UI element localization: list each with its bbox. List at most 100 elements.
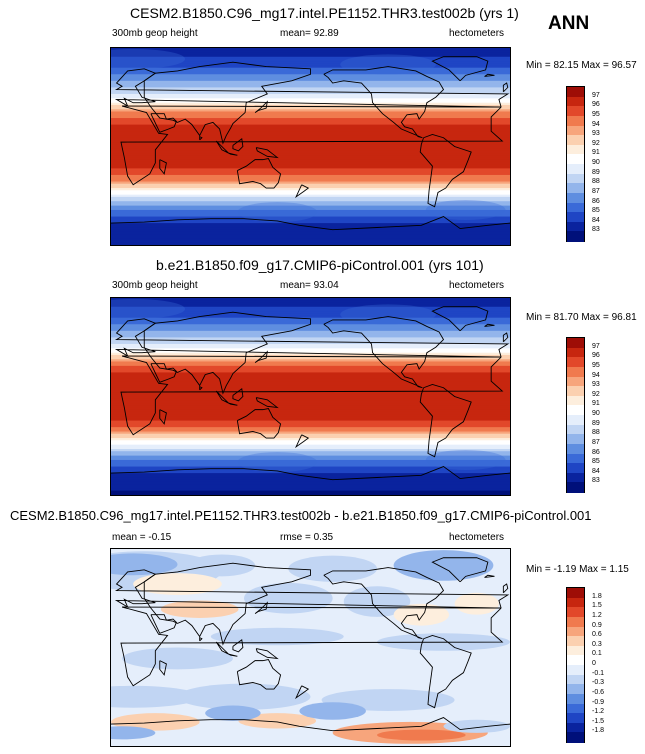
panel2-colorbar-tick-label: 89	[592, 419, 600, 427]
panel1-colorbar-cell	[567, 125, 584, 136]
panel1-band	[111, 220, 510, 224]
panel2-band	[111, 306, 510, 310]
panel3-anomaly	[210, 627, 344, 646]
panel2-coastline	[294, 434, 310, 449]
panel2-coastline	[150, 363, 177, 383]
panel3-anomaly	[111, 553, 178, 576]
panel3-coastline	[419, 634, 472, 709]
panel1-coastline	[502, 82, 509, 93]
panel3-colorbar-tick-label: 1.5	[592, 602, 602, 610]
panel2-band	[111, 333, 510, 336]
panel2-colorbar-cell	[567, 443, 584, 454]
panel1-band	[111, 83, 510, 86]
panel2-coastline	[236, 408, 282, 439]
panel1-band	[111, 124, 510, 128]
panel2-colorbar-tick-label: 92	[592, 390, 600, 398]
panel2-band	[111, 433, 510, 437]
panel2-trough	[340, 304, 436, 325]
panel2-band	[111, 422, 510, 426]
panel2-coastline	[159, 409, 167, 425]
panel2-band	[111, 435, 510, 439]
panel3-anomaly	[266, 652, 400, 686]
panel1-coastline	[199, 135, 203, 141]
panel1-band	[111, 50, 510, 53]
panel1-band	[111, 216, 510, 220]
panel1-band	[111, 96, 510, 99]
panel1-colorbar-cell	[567, 87, 584, 98]
panel2-coastline	[419, 383, 472, 458]
panel3-colorbar-tick-label: -1.2	[592, 708, 605, 716]
panel3-colorbar-tick-label: 1.2	[592, 611, 602, 619]
panel2-band	[111, 416, 510, 419]
panel3-anomaly	[454, 592, 499, 615]
panel1-band	[111, 76, 510, 80]
panel2-coastline	[254, 350, 268, 363]
panel2-band	[111, 440, 510, 444]
panel1-band	[111, 126, 510, 130]
panel2-band	[111, 330, 510, 334]
panel2-band	[111, 372, 510, 376]
panel2-colorbar-tick-label: 87	[592, 438, 600, 446]
panel2-coastline	[502, 332, 509, 343]
panel1-band	[111, 183, 510, 187]
panel3-colorbar-cell	[567, 665, 584, 676]
panel1-colorbar: 97 96 95 94 93 92 91 90 89 88 87 86 85 84 83	[566, 86, 600, 242]
panel3-coastline	[215, 641, 229, 655]
panel1-band	[111, 190, 510, 194]
panel1-band	[111, 78, 510, 82]
panel1-colorbar-tick-label: 83	[592, 226, 600, 234]
panel1-band	[111, 209, 510, 213]
panel1-band	[111, 87, 510, 91]
panel2-band	[111, 451, 510, 455]
panel3-anomaly	[443, 719, 510, 733]
panel2-band	[111, 449, 510, 452]
panel2-band	[111, 398, 510, 402]
panel2-band	[111, 396, 510, 400]
panel3-colorbar-tick-label: -0.9	[592, 698, 605, 706]
panel2-band	[111, 484, 510, 487]
panel3-coastline	[150, 614, 177, 634]
panel1-band	[111, 236, 510, 240]
panel2-map	[110, 297, 511, 496]
panel1-coastline	[150, 113, 177, 133]
map2-svg	[111, 298, 510, 495]
panel2-colorbar: 97 96 95 94 93 92 91 90 89 88 87 86 85 84 83	[566, 337, 600, 493]
panel3-colorbar-tick-label: -1.5	[592, 717, 605, 725]
panel2-band	[111, 481, 510, 485]
panel1-colorbar-tick-label: 94	[592, 120, 600, 128]
panel1-band	[111, 196, 510, 200]
panel2-colorbar-cell	[567, 386, 584, 397]
panel1-colorbar-tick-label: 89	[592, 168, 600, 176]
panel1-colorbar-tick-label: 95	[592, 110, 600, 118]
panel2-colorbar-tick-label: 86	[592, 448, 600, 456]
panel1-band	[111, 185, 510, 189]
panel3-colorbar-tick-label: -0.3	[592, 679, 605, 687]
panel1-coastline	[323, 66, 445, 139]
panel1-band	[111, 223, 510, 226]
panel2-colorbar-cell	[567, 395, 584, 406]
panel3-colorbar-cell	[567, 655, 584, 666]
panel1-colorbar-tick-label: 87	[592, 187, 600, 195]
panel1-band	[111, 229, 510, 233]
panel2-colorbar-cell	[567, 463, 584, 474]
panel1-band	[111, 63, 510, 67]
panel3-colorbar-cell	[567, 674, 584, 685]
panel1-band	[111, 157, 510, 161]
panel1-coastline	[419, 133, 472, 208]
panel1-band	[111, 214, 510, 218]
panel1-band	[111, 107, 510, 110]
panel1-band	[111, 142, 510, 145]
panel2-band	[111, 302, 510, 306]
map1-svg	[111, 48, 510, 245]
panel1-band	[111, 133, 510, 137]
panel2-band	[111, 363, 510, 367]
panel2-band	[111, 357, 510, 360]
panel2-band	[111, 311, 510, 314]
panel2-band	[111, 420, 510, 424]
panel2-band	[111, 304, 510, 308]
panel2-band	[111, 405, 510, 409]
panel3-coastline	[294, 685, 310, 700]
panel2-band	[111, 392, 510, 395]
panel2-band	[111, 462, 510, 465]
panel2-colorbar-cell	[567, 453, 584, 464]
